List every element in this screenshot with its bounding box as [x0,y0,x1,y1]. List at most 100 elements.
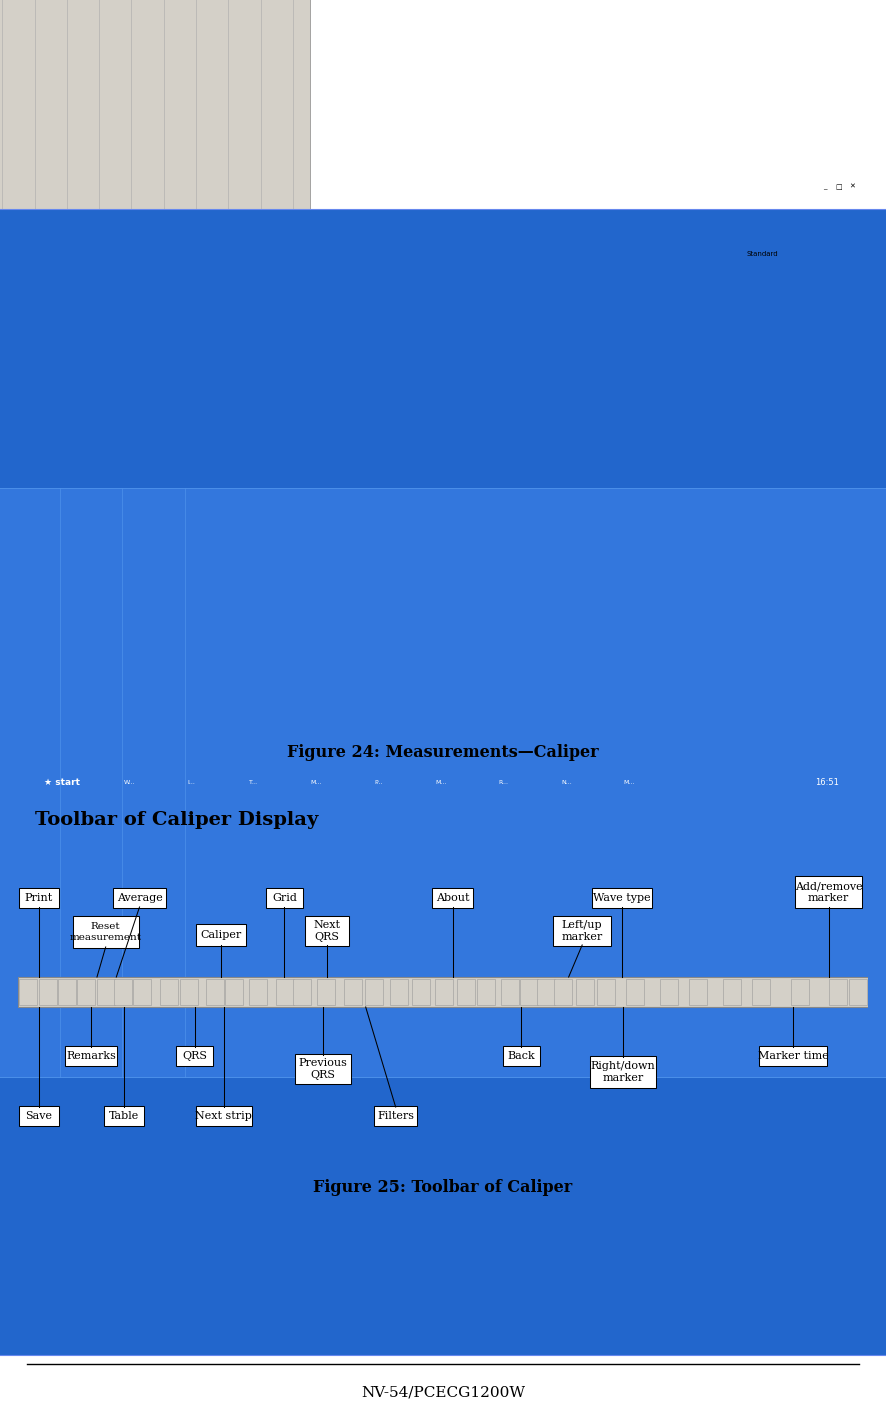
FancyBboxPatch shape [365,979,384,1006]
Text: S Wave: S Wave [39,639,69,648]
FancyBboxPatch shape [660,979,678,1006]
FancyBboxPatch shape [344,979,362,1006]
Text: I...: I... [188,780,196,784]
Text: QRS: QRS [183,1051,207,1061]
FancyBboxPatch shape [114,979,132,1006]
Text: ★ start: ★ start [43,777,80,787]
FancyBboxPatch shape [412,979,430,1006]
Text: Figure 24: Measurements—Caliper: Figure 24: Measurements—Caliper [287,745,599,762]
FancyBboxPatch shape [39,979,57,1006]
FancyBboxPatch shape [27,719,859,759]
Text: R...: R... [499,780,509,784]
Text: Standard: Standard [747,251,779,257]
FancyBboxPatch shape [185,488,886,1076]
Text: Measurements/ Interpretation   91: Measurements/ Interpretation 91 [602,15,859,30]
FancyBboxPatch shape [554,979,571,1006]
FancyBboxPatch shape [58,979,76,1006]
FancyBboxPatch shape [260,0,886,544]
FancyBboxPatch shape [759,1045,827,1066]
FancyBboxPatch shape [723,979,741,1006]
Text: –: – [789,636,793,645]
FancyBboxPatch shape [19,888,59,908]
FancyBboxPatch shape [0,488,822,1076]
Text: Table: Table [109,1111,139,1121]
FancyBboxPatch shape [295,1054,351,1085]
Text: _: _ [823,184,827,190]
Text: PR (ms):: PR (ms): [35,488,73,497]
Text: Back: Back [508,1051,535,1061]
FancyBboxPatch shape [131,0,886,544]
FancyBboxPatch shape [416,0,886,478]
Text: -0.12: -0.12 [773,518,793,528]
Text: Previous
QRS: Previous QRS [299,1058,347,1080]
FancyBboxPatch shape [457,979,475,1006]
Text: QRS # 1: QRS # 1 [35,246,76,256]
FancyBboxPatch shape [0,0,703,544]
Text: Caliper Display: Caliper Display [35,111,214,131]
FancyBboxPatch shape [134,979,152,1006]
Text: P (mV):: P (mV): [656,225,683,233]
Text: R (mV):: R (mV): [656,284,684,292]
FancyBboxPatch shape [390,979,408,1006]
FancyBboxPatch shape [597,979,616,1006]
FancyBboxPatch shape [266,888,303,908]
FancyBboxPatch shape [99,0,886,544]
Text: J (mV):: J (mV): [656,489,681,499]
Text: M...: M... [436,780,447,784]
Text: 200 mm/sec 40 mm/mV: 200 mm/sec 40 mm/mV [35,285,144,295]
Text: Left/up
marker: Left/up marker [562,920,602,941]
Text: –: – [176,329,182,339]
Text: Ready: Ready [35,735,61,743]
FancyBboxPatch shape [0,0,767,544]
Text: Wave type: Wave type [593,894,650,903]
FancyBboxPatch shape [180,979,198,1006]
Text: M...: M... [311,780,323,784]
FancyBboxPatch shape [65,1045,117,1066]
Text: 20: 20 [783,607,793,615]
Text: NV-54/PCECG1200W: NV-54/PCECG1200W [361,1385,525,1399]
FancyBboxPatch shape [249,979,268,1006]
Text: 💾 File: 💾 File [35,218,58,226]
Text: Right/down
marker: Right/down marker [590,1061,655,1083]
FancyBboxPatch shape [849,979,867,1006]
FancyBboxPatch shape [538,979,556,1006]
Text: Toolbar of Caliper Display: Toolbar of Caliper Display [35,811,319,829]
Text: Filters: Filters [377,1111,414,1121]
FancyBboxPatch shape [406,7,886,587]
FancyBboxPatch shape [160,979,178,1006]
FancyBboxPatch shape [689,979,707,1006]
Text: -0.14: -0.14 [773,254,793,263]
FancyBboxPatch shape [0,0,606,544]
Text: ⚡: ⚡ [34,181,40,191]
Text: –: – [789,343,793,351]
Text: –: – [789,400,793,410]
FancyBboxPatch shape [97,979,114,1006]
Text: 0.16: 0.16 [776,225,793,233]
FancyBboxPatch shape [520,979,538,1006]
Text: T...: T... [249,780,259,784]
FancyBboxPatch shape [276,979,294,1006]
Text: Next strip: Next strip [195,1111,252,1121]
Text: –: – [789,372,793,381]
Text: Next
QRS: Next QRS [314,920,340,941]
FancyBboxPatch shape [0,0,477,544]
FancyBboxPatch shape [176,1045,213,1066]
Text: <: < [801,292,809,302]
Text: -0.13: -0.13 [773,489,793,499]
Text: About: About [436,894,470,903]
FancyBboxPatch shape [19,1106,59,1125]
FancyBboxPatch shape [501,979,518,1006]
FancyBboxPatch shape [432,888,473,908]
FancyBboxPatch shape [430,0,886,478]
Text: V5: V5 [38,291,52,301]
Text: Measurements - [6798 Yomialer Yolanda  27/07/2004 17:55:58]: Measurements - [6798 Yomialer Yolanda 27… [45,181,354,191]
Text: Marker time: Marker time [758,1051,828,1061]
Text: 2.07: 2.07 [776,284,793,292]
FancyBboxPatch shape [73,916,138,948]
FancyBboxPatch shape [77,979,96,1006]
Text: T (mV):: T (mV): [656,459,683,469]
Text: ✕: ✕ [849,184,855,190]
FancyBboxPatch shape [0,209,886,1356]
FancyBboxPatch shape [229,0,886,544]
FancyBboxPatch shape [310,0,886,542]
